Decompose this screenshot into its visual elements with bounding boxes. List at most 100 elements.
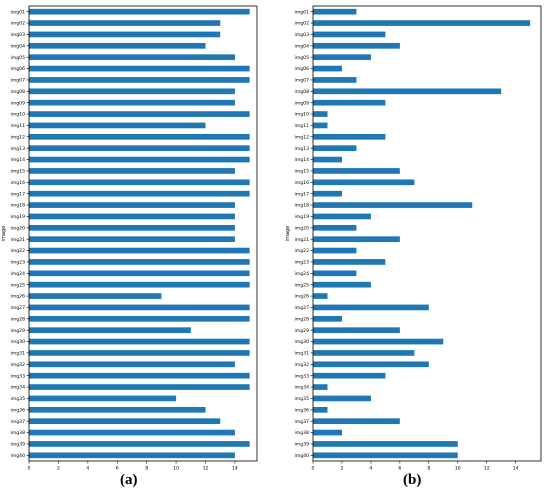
y-tick-label: img10: [10, 112, 25, 118]
y-tick-label: img04: [294, 43, 309, 49]
x-tick-label: 6: [398, 466, 401, 472]
y-tick-label: img39: [10, 442, 25, 448]
bar: [313, 441, 458, 447]
y-tick-label: img02: [10, 21, 25, 27]
y-tick-label: img33: [294, 373, 309, 379]
bar: [29, 304, 250, 311]
y-axis-label: image: [285, 226, 291, 242]
y-tick-label: img12: [294, 134, 309, 140]
chart-panel-a: img01 img02 img03 img04 img05 img06 img07 img08…: [1, 5, 258, 472]
y-tick-label: img28: [294, 316, 309, 322]
bar: [29, 179, 250, 186]
bar: [29, 338, 250, 345]
y-tick-label: img11: [10, 123, 25, 129]
bar: [313, 372, 386, 379]
x-tick-label: 6: [116, 466, 119, 472]
y-tick-label: img36: [10, 407, 25, 413]
y-tick-label: img16: [294, 180, 309, 186]
bar: [29, 384, 250, 390]
bar: [313, 179, 415, 186]
bar: [29, 406, 206, 413]
bar: [29, 88, 235, 95]
bar: [313, 327, 400, 334]
y-tick-label: img09: [10, 100, 25, 106]
bar: [29, 20, 221, 26]
bar: [313, 77, 357, 83]
y-tick-label: img27: [10, 305, 25, 311]
y-tick-label: img31: [10, 351, 25, 357]
x-tick-label: 8: [145, 466, 148, 472]
y-tick-label: img14: [10, 157, 25, 163]
x-tick-label: 2: [57, 466, 60, 472]
y-tick-label: img05: [294, 55, 309, 61]
bar: [29, 202, 235, 208]
y-tick-label: img07: [294, 78, 309, 84]
y-tick-label: img05: [10, 55, 25, 61]
bar: [313, 395, 371, 402]
y-tick-label: img06: [10, 66, 25, 72]
bar: [29, 361, 235, 368]
bar: [313, 42, 400, 49]
bar: [29, 293, 162, 299]
y-tick-label: img13: [10, 146, 25, 152]
bar: [313, 236, 400, 243]
bar: [29, 247, 250, 254]
bar: [313, 122, 328, 129]
bar: [313, 259, 386, 265]
bar: [313, 350, 415, 356]
bar: [29, 418, 221, 425]
bar: [29, 395, 177, 402]
bar: [313, 452, 458, 459]
y-tick-label: img38: [10, 430, 25, 436]
bar: [313, 168, 400, 174]
bar: [29, 224, 235, 231]
y-tick-label: img36: [294, 407, 309, 413]
y-tick-label: img21: [294, 237, 309, 243]
x-tick-label: 12: [484, 466, 490, 472]
bar: [29, 65, 250, 72]
panel-label-a: (a): [120, 472, 138, 488]
y-tick-label: img35: [10, 396, 25, 402]
bar: [29, 213, 235, 220]
y-tick-label: img24: [294, 271, 309, 277]
y-tick-label: img30: [10, 339, 25, 345]
y-tick-label: img25: [294, 282, 309, 288]
bar: [29, 133, 250, 140]
bar: [313, 111, 328, 117]
y-tick-label: img17: [294, 191, 309, 197]
bar: [313, 293, 328, 299]
bar: [313, 133, 386, 140]
bar: [29, 111, 250, 117]
y-tick-label: img30: [294, 339, 309, 345]
bar: [29, 77, 250, 83]
y-tick-label: img23: [10, 260, 25, 266]
chart-panel-b: img01 img02 img03 img04 img05 img06 img07 img08…: [285, 5, 542, 472]
bar: [313, 202, 473, 208]
y-tick-label: img37: [10, 419, 25, 425]
y-tick-label: img26: [10, 294, 25, 300]
bar: [313, 145, 357, 152]
y-tick-label: img28: [10, 316, 25, 322]
x-tick-label: 8: [427, 466, 430, 472]
y-tick-label: img27: [294, 305, 309, 311]
y-tick-label: img37: [294, 419, 309, 425]
y-tick-label: img11: [294, 123, 309, 129]
y-tick-label: img13: [294, 146, 309, 152]
y-tick-label: img04: [10, 43, 25, 49]
bar: [29, 156, 250, 163]
bar: [29, 372, 250, 379]
y-tick-label: img33: [10, 373, 25, 379]
y-tick-label: img23: [294, 260, 309, 266]
y-tick-label: img01: [10, 9, 25, 15]
y-tick-label: img19: [294, 214, 309, 220]
bar: [313, 270, 357, 277]
y-tick-label: img03: [10, 32, 25, 38]
bar: [313, 54, 371, 61]
y-tick-label: img08: [10, 89, 25, 95]
x-tick-label: 10: [173, 466, 179, 472]
bar: [29, 441, 250, 447]
y-tick-label: img22: [294, 248, 309, 254]
bar: [313, 361, 429, 368]
bar: [29, 99, 235, 106]
